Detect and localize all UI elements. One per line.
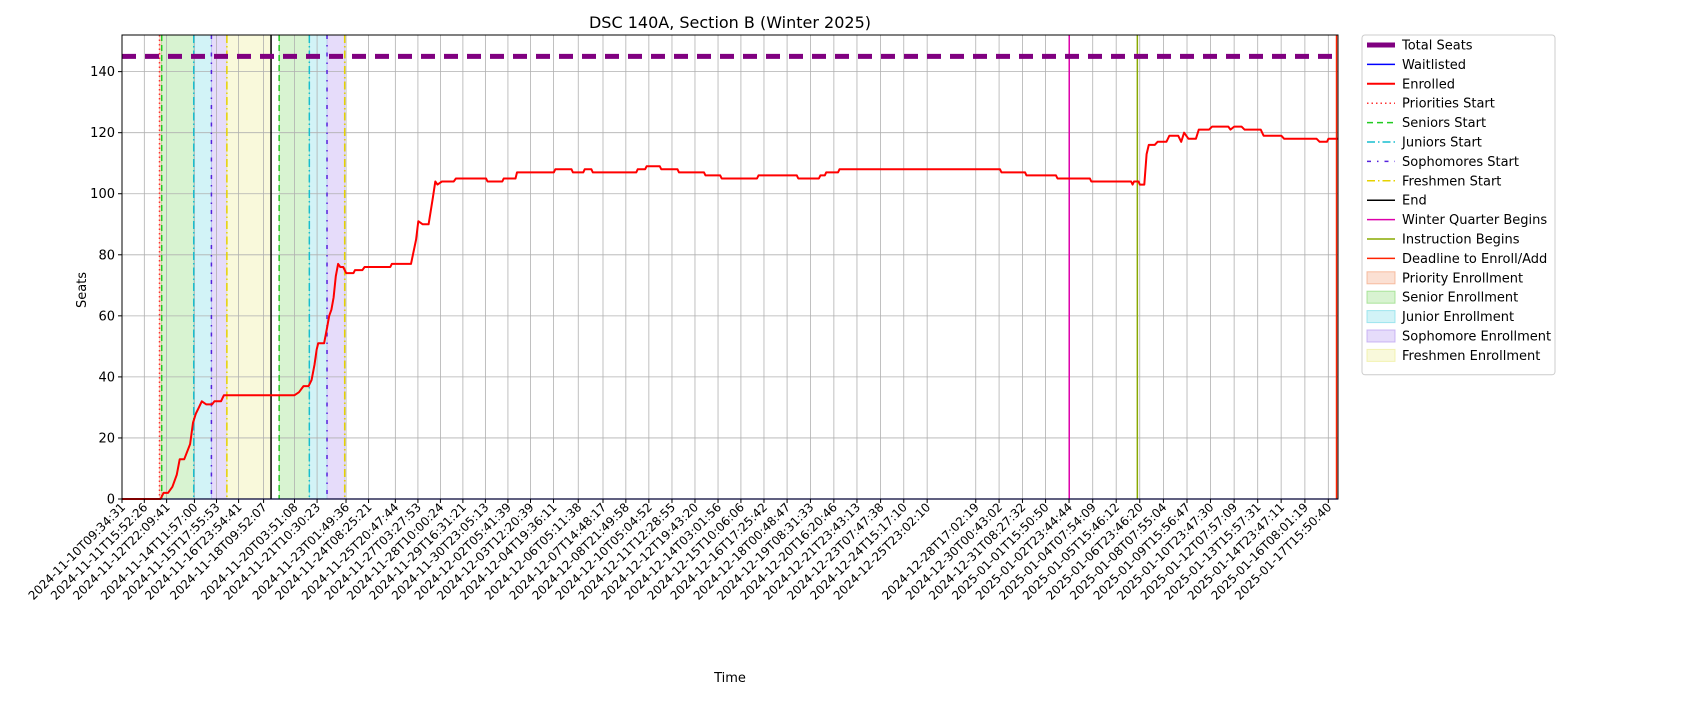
- series-enrolled: [122, 125, 1338, 500]
- legend-label-priorities-start: Priorities Start: [1402, 97, 1495, 112]
- legend-swatch-sophomore-enrollment: [1366, 329, 1396, 343]
- legend-label-priority-enrollment: Priority Enrollment: [1402, 271, 1523, 286]
- legend-label-junior-enrollment: Junior Enrollment: [1401, 310, 1514, 325]
- legend-label-deadline-to-enroll-add: Deadline to Enroll/Add: [1402, 252, 1547, 267]
- legend-label-winter-quarter-begins: Winter Quarter Begins: [1402, 213, 1547, 228]
- legend-label-total-seats: Total Seats: [1401, 39, 1473, 54]
- legend-label-end: End: [1402, 194, 1427, 209]
- legend-label-freshmen-enrollment: Freshmen Enrollment: [1402, 349, 1540, 364]
- region-junior-enrollment: [309, 34, 328, 500]
- y-tick-label: 60: [98, 309, 115, 324]
- region-freshmen-enrollment: [226, 34, 272, 500]
- legend-swatch-junior-enrollment: [1366, 310, 1396, 324]
- y-tick-label: 80: [98, 248, 115, 263]
- legend-label-senior-enrollment: Senior Enrollment: [1402, 291, 1518, 306]
- plot-area: 0204060801001201402024-11-10T09:34:31202…: [26, 34, 1339, 603]
- legend-swatch-freshmen-enrollment: [1366, 348, 1396, 362]
- y-tick-label: 140: [90, 65, 115, 80]
- x-axis-label: Time: [713, 671, 746, 686]
- legend-label-freshmen-start: Freshmen Start: [1402, 174, 1501, 189]
- region-sophomore-enrollment: [211, 34, 228, 500]
- legend-label-seniors-start: Seniors Start: [1402, 116, 1486, 131]
- legend-label-instruction-begins: Instruction Begins: [1402, 233, 1520, 248]
- y-tick-label: 0: [107, 493, 115, 508]
- legend: Total Seats Waitlisted Enrolled Priorities …: [1361, 34, 1556, 376]
- y-tick-label: 100: [90, 187, 115, 202]
- chart-title: DSC 140A, Section B (Winter 2025): [589, 13, 871, 32]
- legend-label-juniors-start: Juniors Start: [1401, 136, 1482, 151]
- legend-swatch-senior-enrollment: [1366, 290, 1396, 304]
- legend-label-sophomores-start: Sophomores Start: [1402, 155, 1519, 170]
- legend-label-enrolled: Enrolled: [1402, 77, 1455, 92]
- legend-swatch-priority-enrollment: [1366, 271, 1396, 285]
- y-tick-label: 120: [90, 126, 115, 141]
- legend-box: [1361, 34, 1556, 376]
- legend-label-waitlisted: Waitlisted: [1402, 58, 1466, 73]
- y-tick-label: 20: [98, 431, 115, 446]
- y-tick-label: 40: [98, 370, 115, 385]
- plot-frame: [121, 34, 1339, 500]
- region-junior-enrollment: [193, 34, 212, 500]
- legend-label-sophomore-enrollment: Sophomore Enrollment: [1402, 330, 1551, 345]
- y-axis-label: Seats: [75, 272, 90, 308]
